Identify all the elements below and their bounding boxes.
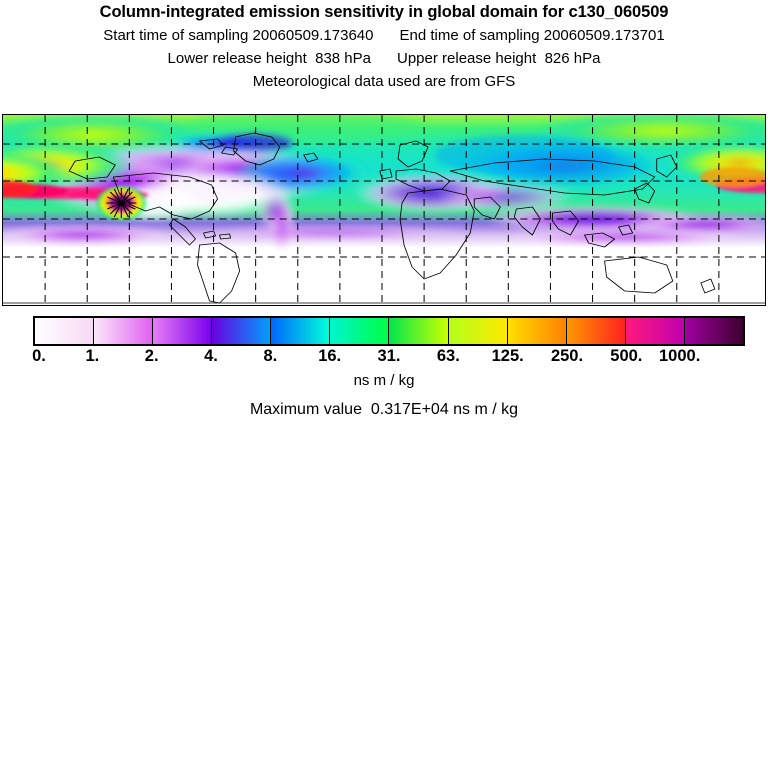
- colorbar-tick-11: 1000.: [659, 347, 701, 365]
- release-height-line: Lower release height 838 hPa Upper releas…: [0, 47, 768, 70]
- colorbar-band-1: [94, 318, 154, 344]
- met-data-label: Meteorological data used are from GFS: [252, 73, 516, 90]
- colorbar-band-10: [625, 318, 685, 344]
- colorbar-band-9: [566, 318, 626, 344]
- page-title: Column-integrated emission sensitivity i…: [99, 3, 669, 21]
- colorbar-tick-2: 2.: [144, 347, 159, 365]
- header-block: Column-integrated emission sensitivity i…: [0, 0, 768, 93]
- colorbar-tick-5: 16.: [318, 347, 342, 365]
- colorbar-tick-9: 250.: [550, 347, 584, 365]
- colorbar-tick-0: 0.: [32, 347, 46, 365]
- maximum-value-label: Maximum value 0.317E+04 ns m / kg: [249, 401, 519, 418]
- colorbar-tick-3: 4.: [204, 347, 218, 365]
- colorbar-band-7: [448, 318, 508, 344]
- colorbar-tick-10: 500.: [610, 347, 643, 365]
- colorbar-band-8: [507, 318, 567, 344]
- colorbar-tick-8: 125.: [491, 347, 524, 365]
- colorbar-band-6: [389, 318, 449, 344]
- colorbar-band-0: [35, 318, 95, 344]
- colorbar-band-3: [212, 318, 272, 344]
- colorbar-band-4: [271, 318, 331, 344]
- colorbar-tick-6: 31.: [377, 347, 401, 365]
- colorbar-tick-7: 63.: [436, 347, 460, 365]
- colorbar-tick-1: 1.: [85, 347, 100, 365]
- colorbar-tick-4: 8.: [263, 347, 278, 365]
- colorbar: [33, 316, 745, 346]
- colorbar-units-label: ns m / kg: [353, 372, 415, 389]
- emission-sensitivity-field: [3, 115, 765, 305]
- colorbar-container: [0, 316, 768, 350]
- colorbar-tick-labels: 0. 1. 2. 4. 8. 16. 31. 63. 125. 250. 500. 1000.: [0, 346, 768, 368]
- end-time-label: End time of sampling 20060509.173701: [399, 27, 665, 44]
- upper-release-height-label: Upper release height 826 hPa: [397, 50, 601, 67]
- lower-release-height-label: Lower release height 838 hPa: [167, 50, 371, 67]
- sampling-time-line: Start time of sampling 20060509.173640 En…: [0, 24, 768, 47]
- colorbar-band-5: [330, 318, 390, 344]
- start-time-label: Start time of sampling 20060509.173640: [103, 27, 374, 44]
- colorbar-band-2: [153, 318, 213, 344]
- colorbar-band-11: [684, 318, 743, 344]
- map-panel: [2, 114, 766, 306]
